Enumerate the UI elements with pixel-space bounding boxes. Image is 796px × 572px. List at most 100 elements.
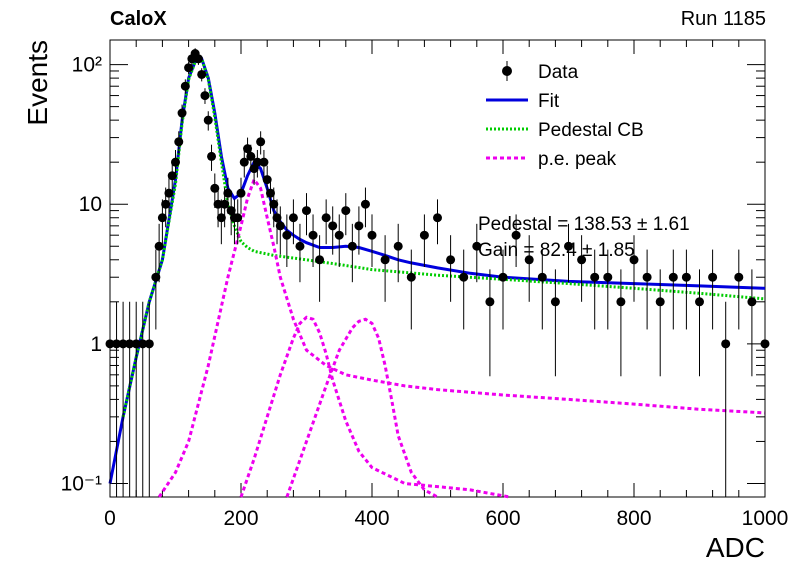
data-point [210,183,220,193]
x-tick-label: 400 [354,507,389,530]
data-point [259,157,269,167]
data-point [105,339,115,349]
y-tick-label: 10² [72,54,102,77]
data-point [282,230,292,240]
legend-label: p.e. peak [538,149,617,170]
data-point [695,297,704,307]
data-point [511,230,521,240]
data-point [220,199,230,209]
data-point [406,272,416,282]
curve-p-e-peak [157,176,766,498]
x-tick-label: 600 [485,507,520,530]
data-point [380,255,390,265]
data-point [668,272,678,282]
curve-p-e-peak [239,315,510,499]
data-point [246,151,256,161]
x-tick-label: 0 [104,507,116,530]
data-point [747,297,757,307]
stats-line: Pedestal = 138.53 ± 1.61 [478,214,690,235]
data-point [174,137,184,147]
data-point [256,137,266,147]
data-point [118,339,128,349]
data-point [262,175,272,185]
data-point [537,272,547,282]
data-point [167,171,177,181]
plot-frame [109,39,766,498]
data-point [577,255,587,265]
data-point [498,272,508,282]
x-tick-label: 200 [223,507,258,530]
x-tick-label: 800 [616,507,651,530]
data-point [367,230,377,240]
data-point [446,255,456,265]
data-point [564,241,573,251]
legend-marker [502,66,512,76]
data-point [302,206,311,216]
data-point [161,199,171,209]
data-point [472,241,482,251]
data-point [203,115,213,125]
data-point [655,297,665,307]
data-point [265,188,275,198]
data-point [272,213,282,223]
data-point [347,241,357,251]
data-point [236,188,246,198]
data-point [459,272,469,282]
data-point [616,297,626,307]
data-point [760,339,770,349]
data-point [315,255,325,265]
y-axis-label: Events [22,40,53,126]
data-point [341,206,351,216]
y-tick-label: 10⁻¹ [61,472,102,495]
data-point [226,206,236,216]
data-point [590,272,600,282]
data-point [177,108,187,118]
data-point [239,157,249,167]
data-point [164,188,174,198]
data-point [197,69,207,79]
x-axis-label: ADC [706,532,765,563]
data-point [334,230,344,240]
data-point [295,241,305,251]
data-point [157,213,167,223]
data-point [138,339,148,349]
data-point [603,272,613,282]
data-point [328,221,338,231]
legend-label: Data [538,62,579,83]
data-point [275,221,285,231]
data-point [125,339,135,349]
data-point [223,188,233,198]
x-tick-label: 1000 [742,507,789,530]
data-point [734,272,744,282]
data-point [360,199,370,209]
data-point [233,213,243,223]
data-point [193,54,203,64]
stats-line: Gain = 82.4 ± 1.85 [478,240,635,261]
data-point [112,339,122,349]
data-point [288,213,298,223]
data-point [269,199,279,209]
data-point [485,297,495,307]
data-point [708,272,718,282]
data-point [216,213,226,223]
data-point [184,63,194,73]
experiment-label: CaloX [110,8,167,30]
curve-pedestal-cb [121,56,766,418]
data-point [629,255,639,265]
data-point [308,230,318,240]
data-point [354,221,364,231]
legend-label: Pedestal CB [538,120,644,141]
data-point [243,144,253,154]
data-point [524,255,534,265]
data-point [433,213,442,223]
data-point [721,339,731,349]
data-point [207,151,217,161]
data-point [151,272,161,282]
data-point [419,230,429,240]
data-point [213,199,223,209]
legend-label: Fit [538,91,560,112]
y-tick-label: 1 [90,333,102,356]
data-point [550,297,560,307]
data-point [154,241,164,251]
